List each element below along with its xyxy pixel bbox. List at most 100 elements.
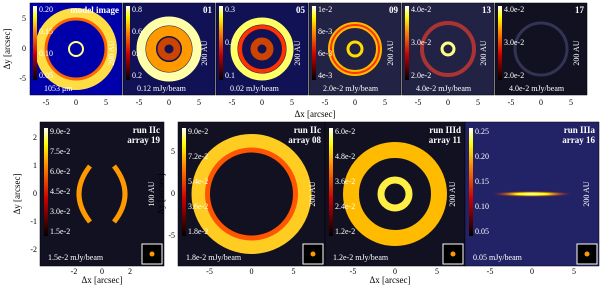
colorbar-label: 6e-3: [318, 49, 332, 58]
panel-title: 01: [203, 5, 213, 15]
colorbar-label: 5.4e-2: [188, 177, 208, 186]
beam-note: 0.12 mJy/beam: [137, 84, 187, 93]
colorbar-label: 0.8: [132, 5, 142, 14]
colorbar-label: 0.05: [39, 71, 53, 80]
scale-label: 200 AU: [582, 181, 591, 206]
ring: [250, 37, 274, 61]
ring: [44, 17, 108, 81]
array-label: array 16: [562, 135, 595, 145]
beam-note: 1053 μm: [44, 84, 73, 93]
colorbar: [182, 128, 186, 236]
y-tick-label: -2: [30, 245, 37, 254]
colorbar-label: 2.0e-2: [504, 71, 524, 80]
y-tick-label: 2: [33, 133, 37, 142]
colorbar-label: 0.3: [225, 5, 235, 14]
colorbar-label: 4e-3: [318, 71, 332, 80]
colorbar-label: 0.20: [39, 5, 53, 14]
scale-label: 200 AU: [386, 40, 395, 65]
beam-note: 4.0e-2 mJy/beam: [416, 84, 472, 93]
y-axis-label: Δy [arcsec]: [12, 173, 22, 214]
colorbar: [329, 128, 333, 236]
y-tick-label: -5: [168, 231, 175, 240]
colorbar-label: 1e-2: [318, 5, 332, 14]
x-tick-label: 5: [383, 98, 387, 107]
colorbar: [498, 6, 502, 80]
colorbar-label: 0.2: [225, 38, 235, 47]
colorbar-label: 3.0e-2: [411, 38, 431, 47]
ring: [205, 147, 298, 241]
x-tick-label: 0: [353, 98, 357, 107]
colorbar: [405, 6, 409, 80]
run-label: run IIc: [294, 125, 321, 135]
colorbar-label: 6.0e-2: [335, 127, 355, 136]
ring: [420, 21, 476, 77]
colorbar-label: 0.1: [225, 71, 235, 80]
colorbar-label: 3.6e-2: [188, 202, 208, 211]
x-tick-label: 5: [476, 98, 480, 107]
beam: [310, 251, 316, 257]
panel-title: 09: [389, 5, 399, 15]
colorbar: [219, 6, 223, 80]
y-axis-label: Δy [arcsec]: [156, 173, 166, 214]
colorbar-label: 0.20: [475, 152, 489, 161]
beam: [149, 251, 155, 257]
x-tick-label: 5: [435, 267, 439, 276]
ring: [440, 41, 456, 57]
x-tick-label: -5: [350, 267, 357, 276]
x-tick-label: 0: [393, 267, 397, 276]
panel-title: 17: [575, 5, 585, 15]
colorbar-label: 4.0e-2: [504, 5, 524, 14]
colorbar-label: 0.4: [132, 49, 142, 58]
colorbar-label: 8e-3: [318, 27, 332, 36]
y-axis-label: Δy [arcsec]: [2, 28, 12, 69]
scale-label: 200 AU: [200, 40, 209, 65]
ring: [343, 142, 447, 246]
colorbar-label: 6.0e-2: [50, 167, 70, 176]
beam-note: 0.02 mJy/beam: [230, 84, 280, 93]
scale-label: 200 AU: [308, 181, 317, 206]
ring: [230, 17, 294, 81]
scale-label: 200 AU: [107, 40, 116, 65]
x-axis-label: Δx [arcsec]: [81, 275, 122, 285]
ring: [68, 41, 84, 57]
colorbar: [126, 6, 130, 80]
image: [401, 2, 495, 96]
colorbar-label: 3.0e-2: [50, 207, 70, 216]
x-tick-label: -5: [229, 98, 236, 107]
y-tick-label: 0: [22, 44, 26, 53]
x-tick-label: 5: [290, 98, 294, 107]
scale-label: 200 AU: [572, 40, 581, 65]
x-tick-label: 0: [250, 267, 254, 276]
x-tick-label: 0: [539, 98, 543, 107]
ring: [136, 16, 202, 82]
ring: [146, 26, 192, 72]
scale-label: 200 AU: [448, 181, 457, 206]
beam: [450, 251, 456, 257]
scale-label: 200 AU: [479, 40, 488, 65]
x-tick-label: -5: [508, 98, 515, 107]
x-tick-label: 0: [167, 98, 171, 107]
colorbar-label: 1.2e-2: [335, 227, 355, 236]
x-tick-label: 2: [128, 267, 132, 276]
array-label: array 11: [429, 135, 462, 145]
scale-label: 100 AU: [147, 181, 156, 206]
x-axis-label: Δx [arcsec]: [294, 109, 335, 119]
colorbar-label: 7.2e-2: [188, 152, 208, 161]
beam-note: 1.5e-2 mJy/beam: [48, 253, 104, 262]
x-tick-label: -2: [71, 267, 78, 276]
colorbar-label: 0.10: [475, 202, 489, 211]
scale-label: 200 AU: [293, 40, 302, 65]
x-tick-label: 0: [100, 267, 104, 276]
panel-title: 05: [296, 5, 306, 15]
ring: [35, 8, 117, 90]
x-tick-label: 5: [104, 98, 108, 107]
x-tick-label: -5: [43, 98, 50, 107]
x-tick-label: -5: [136, 98, 143, 107]
colorbar-label: 3.6e-2: [335, 177, 355, 186]
ring: [513, 21, 569, 77]
disk: [492, 191, 572, 197]
colorbar-label: 0.15: [39, 27, 53, 36]
beam-note: 2.0e-2 mJy/beam: [323, 84, 379, 93]
colorbar-label: 2.4e-2: [335, 202, 355, 211]
colorbar-label: 0.05: [475, 227, 489, 236]
